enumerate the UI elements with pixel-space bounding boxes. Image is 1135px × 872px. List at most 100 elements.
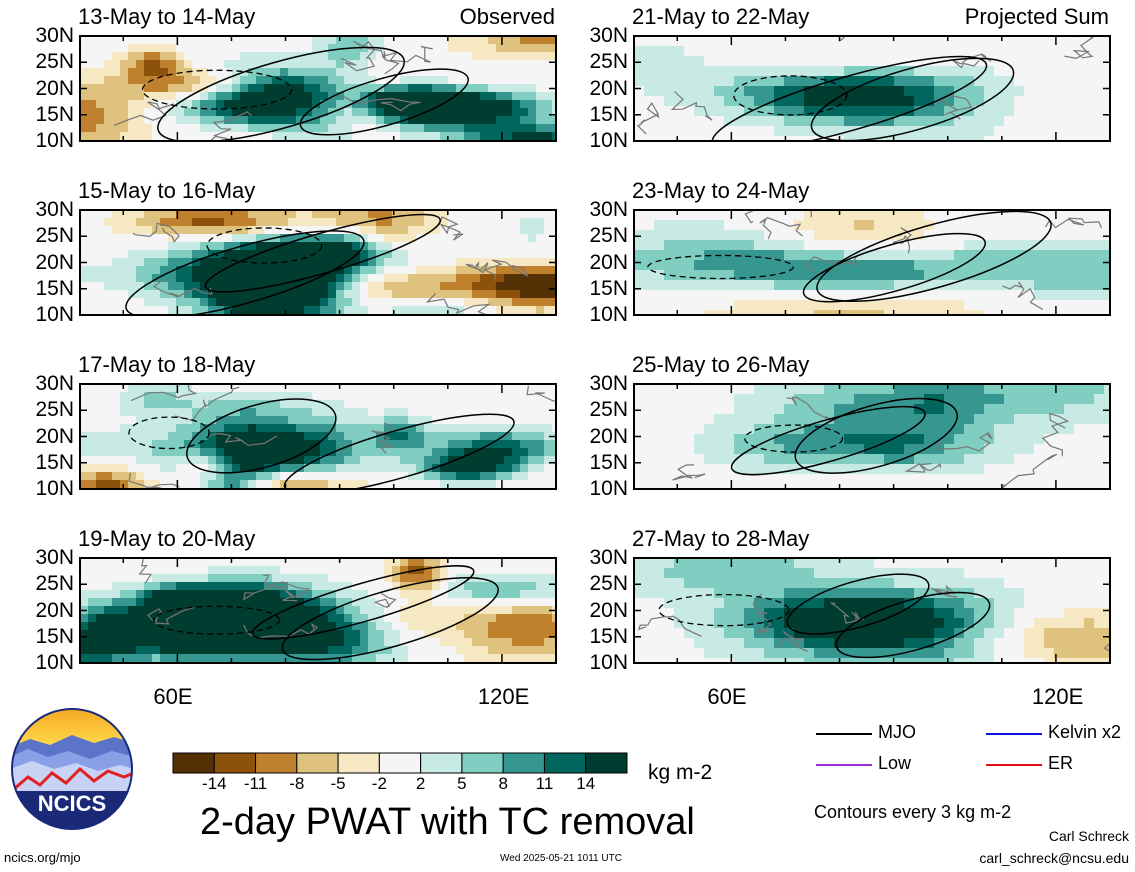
colorbar-swatch — [255, 752, 298, 774]
lat-tick-label: 25N — [589, 572, 628, 596]
lat-tick-label: 10N — [589, 477, 628, 500]
colorbar-swatch — [420, 752, 463, 774]
colorbar-swatch — [502, 752, 545, 774]
panel-field — [80, 384, 556, 489]
colorbar-swatch — [296, 752, 339, 774]
lat-tick-label: 30N — [589, 24, 628, 47]
legend-label: Kelvin x2 — [1048, 722, 1122, 742]
panel-field — [634, 210, 1110, 315]
lat-tick-label: 20N — [589, 424, 628, 448]
colorbar-tick-label: -11 — [243, 774, 268, 793]
lat-tick-label: 30N — [35, 24, 74, 47]
lat-tick-label: 10N — [35, 477, 74, 500]
lat-tick-label: 30N — [589, 198, 628, 221]
panel-field — [634, 36, 1110, 141]
legend-line — [986, 733, 1042, 735]
lat-tick-label: 25N — [589, 224, 628, 248]
logo-text: NCICS — [38, 791, 106, 816]
panel-title: 23-May to 24-May — [632, 178, 810, 203]
legend-line — [816, 733, 872, 735]
lat-tick-label: 20N — [589, 250, 628, 274]
panel-title: 27-May to 28-May — [632, 526, 810, 551]
column-title: Projected Sum — [964, 4, 1109, 29]
lat-tick-label: 25N — [35, 50, 74, 74]
lat-tick-label: 10N — [35, 129, 74, 152]
panel-title: 25-May to 26-May — [632, 352, 810, 377]
figure-title: 2-day PWAT with TC removal — [200, 801, 695, 843]
lat-tick-label: 10N — [589, 303, 628, 326]
lat-tick-label: 25N — [35, 572, 74, 596]
contour-interval-note: Contours every 3 kg m-2 — [814, 802, 1012, 822]
lat-tick-label: 20N — [589, 76, 628, 100]
lon-tick-label: 60E — [707, 684, 747, 709]
lat-tick-label: 15N — [589, 102, 628, 126]
colorbar-swatch — [172, 752, 215, 774]
lat-tick-label: 20N — [589, 598, 628, 622]
colorbar-swatch — [585, 752, 628, 774]
lat-tick-label: 20N — [35, 76, 74, 100]
lat-tick-label: 25N — [589, 50, 628, 74]
panel-title: 13-May to 14-May — [78, 4, 256, 29]
panel-field — [80, 210, 556, 315]
panel-title: 19-May to 20-May — [78, 526, 256, 551]
panel-field — [634, 384, 1110, 489]
lat-tick-label: 15N — [35, 276, 74, 300]
lat-tick-label: 30N — [35, 546, 74, 569]
lat-tick-label: 30N — [35, 372, 74, 395]
lat-tick-label: 10N — [35, 651, 74, 674]
legend-label: Low — [878, 753, 912, 773]
colorbar-tick-label: -5 — [330, 774, 346, 793]
colorbar-tick-label: 8 — [498, 774, 508, 793]
colorbar — [172, 752, 628, 774]
lat-tick-label: 15N — [35, 450, 74, 474]
lat-tick-label: 15N — [589, 450, 628, 474]
lat-tick-label: 20N — [35, 598, 74, 622]
colorbar-tick-label: 5 — [457, 774, 467, 793]
lat-tick-label: 10N — [589, 651, 628, 674]
lon-tick-label: 120E — [1031, 684, 1084, 709]
colorbar-tick-label: 2 — [415, 774, 426, 793]
panel-field — [634, 558, 1110, 663]
lat-tick-label: 30N — [589, 546, 628, 569]
footer-url[interactable]: ncics.org/mjo — [4, 850, 81, 865]
lat-tick-label: 30N — [35, 198, 74, 221]
lat-tick-label: 15N — [35, 624, 74, 648]
lat-tick-label: 10N — [35, 303, 74, 326]
legend-line — [816, 764, 872, 766]
lat-tick-label: 30N — [589, 372, 628, 395]
lat-tick-label: 20N — [35, 424, 74, 448]
lat-tick-label: 25N — [35, 398, 74, 422]
colorbar-tick-label: 11 — [535, 774, 554, 793]
panel-title: 21-May to 22-May — [632, 4, 810, 29]
colorbar-tick-label: -14 — [201, 774, 227, 793]
lat-tick-label: 20N — [35, 250, 74, 274]
units-label: kg m-2 — [648, 761, 713, 784]
lon-tick-label: 120E — [477, 684, 530, 709]
lat-tick-label: 15N — [589, 276, 628, 300]
lat-tick-label: 15N — [589, 624, 628, 648]
panel-field — [80, 558, 556, 663]
panel-title: 15-May to 16-May — [78, 178, 256, 203]
lat-tick-label: 25N — [35, 224, 74, 248]
footer-author: Carl Schreck — [1048, 828, 1129, 844]
colorbar-tick-label: -2 — [371, 774, 387, 793]
column-title: Observed — [459, 4, 555, 29]
lat-tick-label: 25N — [589, 398, 628, 422]
lat-tick-label: 10N — [589, 129, 628, 152]
lat-tick-label: 15N — [35, 102, 74, 126]
colorbar-swatch — [543, 752, 587, 774]
footer-timestamp: Wed 2025-05-21 1011 UTC — [500, 853, 622, 864]
colorbar-tick-label: 14 — [576, 774, 596, 793]
footer-email[interactable]: carl_schreck@ncsu.edu — [979, 850, 1129, 866]
legend-label: MJO — [878, 722, 916, 742]
colorbar-swatch — [337, 752, 380, 774]
legend-label: ER — [1048, 753, 1074, 773]
panel-title: 17-May to 18-May — [78, 352, 256, 377]
ncics-logo: NCICS — [11, 708, 133, 830]
colorbar-swatch — [461, 752, 504, 774]
colorbar-swatch — [378, 752, 422, 774]
colorbar-tick-label: -8 — [289, 774, 305, 793]
lon-tick-label: 60E — [153, 684, 193, 709]
